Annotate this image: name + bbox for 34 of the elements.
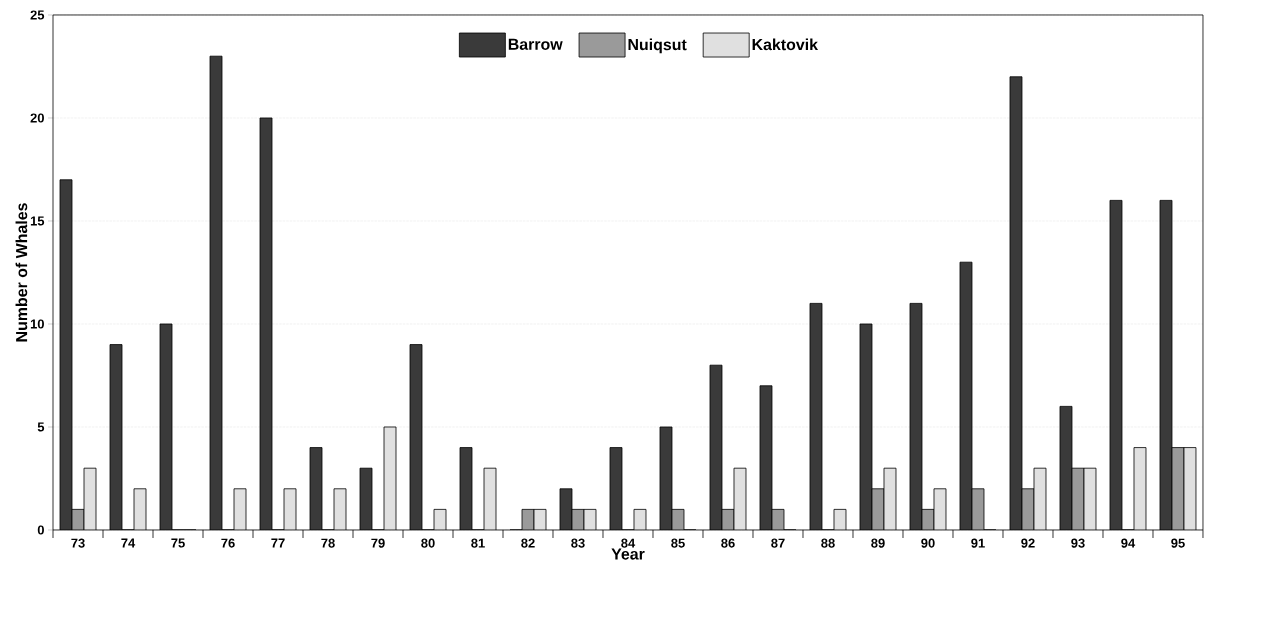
y-tick-label: 25 xyxy=(30,10,45,20)
x-tick-label: 74 xyxy=(121,538,136,548)
x-tick-label: 88 xyxy=(821,538,835,548)
y-tick-label: 0 xyxy=(37,525,44,535)
legend-label: Kaktovik xyxy=(752,38,819,51)
x-tick-label: 90 xyxy=(921,538,935,548)
legend-label: Nuiqsut xyxy=(628,38,687,54)
x-tick-label: 75 xyxy=(171,538,185,548)
y-tick-label: 5 xyxy=(37,422,45,432)
x-tick-label: 73 xyxy=(71,538,85,548)
x-tick-label: 94 xyxy=(1121,538,1136,548)
y-axis-title: Number of Whales xyxy=(15,203,28,342)
x-axis-title: Year xyxy=(611,548,645,560)
x-tick-label: 84 xyxy=(621,538,636,548)
x-tick-label: 91 xyxy=(971,538,985,548)
x-tick-label: 80 xyxy=(421,538,435,548)
x-tick-label: 89 xyxy=(871,538,885,548)
x-tick-label: 93 xyxy=(1071,538,1085,548)
x-tick-label: 79 xyxy=(371,538,385,548)
x-tick-label: 81 xyxy=(471,538,485,548)
x-tick-label: 83 xyxy=(571,538,585,548)
x-tick-label: 82 xyxy=(521,538,535,548)
x-tick-label: 87 xyxy=(771,538,785,548)
x-tick-label: 92 xyxy=(1021,538,1035,548)
x-tick-label: 78 xyxy=(321,538,335,548)
x-tick-label: 86 xyxy=(721,538,735,548)
y-tick-label: 20 xyxy=(30,113,44,123)
x-tick-label: 95 xyxy=(1171,538,1185,548)
x-tick-label: 77 xyxy=(271,538,285,548)
x-tick-label: 76 xyxy=(221,538,235,548)
y-tick-label: 10 xyxy=(30,319,44,329)
y-tick-label: 15 xyxy=(30,216,45,226)
x-tick-label: 85 xyxy=(671,538,685,548)
legend-label: Barrow xyxy=(508,38,563,50)
